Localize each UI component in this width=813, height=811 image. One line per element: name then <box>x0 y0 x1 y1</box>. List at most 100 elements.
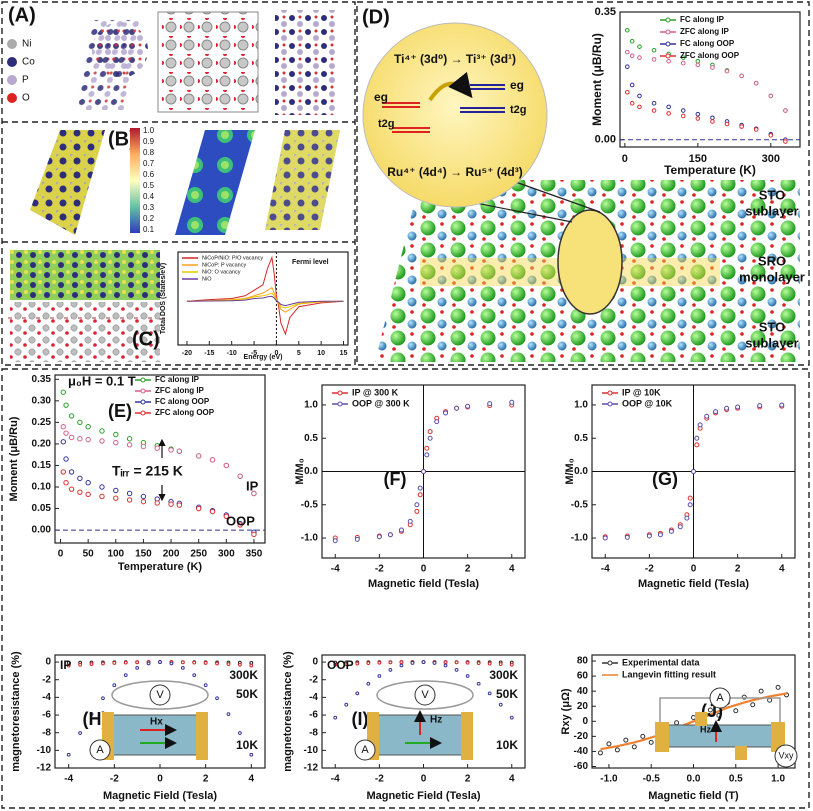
legend-marker <box>665 41 671 47</box>
data-point <box>251 531 257 538</box>
y-axis-label: Total DOS (States/eV) <box>160 263 167 334</box>
data-point <box>60 469 66 475</box>
device-label: Hz <box>430 715 442 726</box>
x-tick-label: -2 <box>375 774 384 785</box>
data-point <box>60 423 66 430</box>
chart: 0 150 300 0.00 0.35 Temperature (K) Moment (μB… <box>590 6 801 177</box>
data-point <box>666 104 671 110</box>
data-point <box>223 462 230 469</box>
y-tick-label: -10 <box>304 745 319 756</box>
data-point <box>651 48 657 53</box>
y-axis-label: Moment (μB/Ru) <box>590 33 604 126</box>
x-tick-label: 2 <box>465 774 471 785</box>
data-point <box>355 691 360 696</box>
x-tick-label: 100 <box>107 549 124 560</box>
data-point <box>684 515 690 521</box>
data-point <box>388 668 393 672</box>
y-tick-label: 0.0 <box>574 466 588 477</box>
data-point <box>637 104 642 110</box>
data-point <box>668 528 674 534</box>
x-tick-label: 0 <box>421 564 427 575</box>
data-point <box>758 688 764 694</box>
x-tick-label: 0 <box>274 350 278 357</box>
tick: 0.6 <box>143 170 155 179</box>
data-point <box>443 410 449 416</box>
data-point <box>624 89 630 95</box>
data-point <box>176 502 183 508</box>
tick: 1.0 <box>143 126 155 135</box>
device-label: Vxy <box>778 750 794 760</box>
data-point <box>768 93 774 99</box>
x-tick-label: 2 <box>465 564 471 575</box>
data-point <box>716 712 722 718</box>
y-tick-label: 0.35 <box>32 374 52 385</box>
data-point <box>783 139 788 144</box>
x-tick-label: 0.5 <box>729 774 743 785</box>
annotation: IP <box>60 658 71 672</box>
data-point <box>509 715 514 720</box>
data-point <box>146 661 151 666</box>
data-point <box>614 747 620 753</box>
y-tick-label: -8 <box>42 727 51 738</box>
data-point <box>249 663 254 668</box>
y-tick-label: 0.20 <box>32 439 52 450</box>
data-point <box>77 475 83 482</box>
y-tick-label: 20 <box>577 701 589 712</box>
data-point <box>629 38 635 44</box>
data-point <box>68 469 75 475</box>
data-point <box>631 744 637 750</box>
chart: -4 -2 0 2 4 -1.0 -0.5 0.0 0.5 1.0 Magnetic field (… <box>564 384 796 590</box>
data-point <box>168 447 174 453</box>
data-point <box>640 733 646 739</box>
y-tick-label: 0.30 <box>32 395 52 406</box>
data-point <box>434 419 440 425</box>
zoom-circle <box>362 22 548 208</box>
tick: 0.2 <box>143 214 155 223</box>
data-point <box>78 731 83 735</box>
chart: -4 -2 0 2 4 -1.0 -0.5 0.0 0.5 1.0 Magnetic field (… <box>294 384 526 590</box>
data-point <box>753 80 759 86</box>
data-point <box>768 133 774 138</box>
data-point <box>77 436 83 442</box>
data-point <box>629 53 635 59</box>
y-tick-label: 0 <box>45 657 51 668</box>
data-point <box>666 111 671 116</box>
legend-marker <box>140 377 146 383</box>
x-tick-label: -2 <box>375 564 384 575</box>
panel-label: (A) <box>8 4 36 26</box>
data-point <box>465 674 470 678</box>
zoom-region <box>557 209 623 315</box>
data-point <box>112 661 117 665</box>
data-point <box>68 434 75 441</box>
data-point <box>169 661 174 666</box>
data-point <box>697 422 703 428</box>
data-point <box>209 457 216 463</box>
y-axis-label: Rxy (μΩ) <box>560 688 572 734</box>
data-point <box>666 58 671 64</box>
series-line <box>186 292 344 309</box>
layer-label: sublayer <box>745 203 798 218</box>
data-point <box>414 502 420 508</box>
annotation: 50K <box>496 687 518 701</box>
y-tick-label: 60 <box>577 671 589 682</box>
data-point <box>140 498 147 505</box>
legend-label: NiO <box>202 276 212 282</box>
y-tick-label: -0.5 <box>571 499 589 510</box>
data-point <box>89 712 94 717</box>
y-tick-label: 0 <box>582 716 588 727</box>
data-point <box>249 752 254 757</box>
data-point <box>465 403 471 409</box>
panel-label: (D) <box>362 6 390 28</box>
data-point <box>215 661 219 666</box>
data-point <box>180 660 185 665</box>
device-label: A <box>716 692 724 704</box>
x-tick-label: -1.0 <box>600 774 618 785</box>
annotation: 10K <box>496 738 518 752</box>
data-point <box>407 518 413 524</box>
y-tick-label: -6 <box>309 710 318 721</box>
tick: 0.4 <box>143 192 155 201</box>
x-tick-label: 4 <box>509 564 515 575</box>
x-tick-label: 300 <box>762 153 780 165</box>
device-label: Hz <box>700 724 711 734</box>
y-tick-label: 1.0 <box>574 400 588 411</box>
